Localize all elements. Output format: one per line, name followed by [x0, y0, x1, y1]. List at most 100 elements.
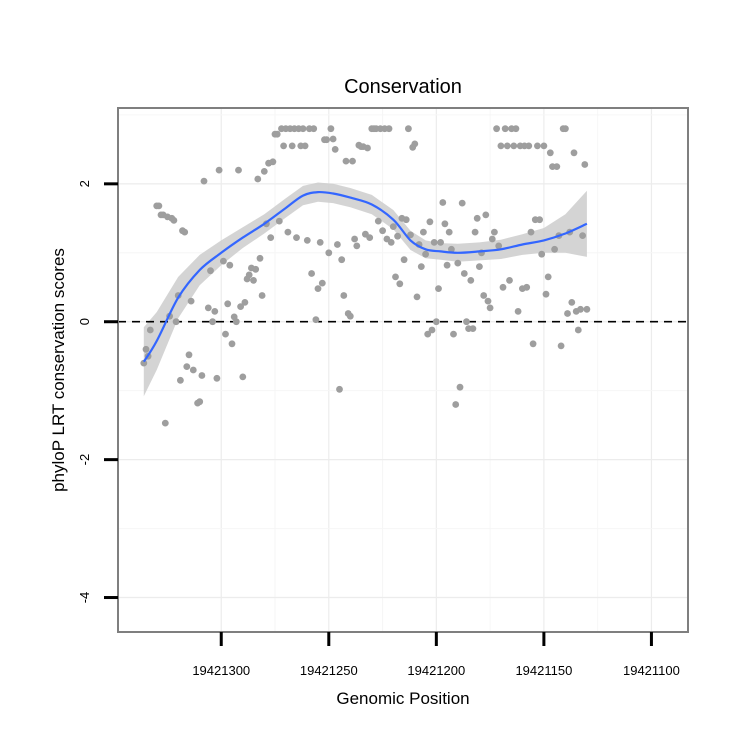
- data-point: [439, 199, 447, 206]
- data-point: [568, 299, 576, 306]
- data-point: [329, 135, 337, 143]
- data-point: [428, 326, 436, 334]
- data-point: [269, 158, 277, 166]
- data-point: [583, 305, 591, 313]
- data-point: [579, 232, 586, 240]
- data-point: [224, 300, 232, 308]
- data-point: [456, 383, 464, 391]
- data-point: [448, 245, 455, 253]
- data-point: [484, 297, 492, 305]
- data-point: [574, 326, 582, 334]
- data-point: [349, 157, 356, 165]
- data-point: [491, 228, 498, 236]
- data-point: [512, 125, 520, 133]
- smooth-line: [142, 190, 588, 363]
- data-point: [473, 214, 481, 222]
- data-point: [437, 239, 444, 246]
- data-point: [407, 231, 414, 239]
- data-point: [364, 144, 371, 152]
- data-point: [228, 340, 236, 348]
- data-point: [488, 235, 496, 243]
- data-point: [570, 149, 578, 157]
- data-point: [510, 142, 518, 150]
- y-axis: 2 0 -2 -4: [77, 180, 118, 603]
- x-tick-label: 19421250: [300, 663, 358, 678]
- data-point: [252, 265, 260, 273]
- data-point: [493, 125, 500, 133]
- data-point: [235, 166, 242, 174]
- data-point: [316, 239, 324, 246]
- data-point: [325, 249, 333, 257]
- data-point: [288, 142, 296, 150]
- data-point: [460, 270, 468, 277]
- y-tick-label: -2: [77, 454, 92, 466]
- data-point: [239, 373, 247, 381]
- data-point: [450, 330, 457, 338]
- data-point: [220, 257, 227, 265]
- data-point: [400, 256, 408, 264]
- x-tick-label: 19421200: [407, 663, 465, 678]
- data-point: [198, 372, 206, 379]
- data-point: [469, 325, 477, 332]
- data-point: [254, 175, 262, 183]
- data-point: [245, 271, 253, 279]
- data-point: [389, 223, 397, 231]
- data-point: [467, 277, 475, 284]
- data-point: [514, 308, 522, 315]
- data-point: [417, 263, 425, 270]
- data-point: [142, 345, 150, 353]
- data-point: [301, 142, 309, 150]
- data-point: [540, 142, 548, 150]
- data-point: [273, 130, 281, 138]
- data-point: [577, 305, 584, 313]
- data-point: [215, 166, 223, 174]
- data-point: [185, 351, 193, 359]
- data-point: [204, 304, 212, 312]
- data-points: [140, 125, 591, 427]
- data-point: [213, 374, 221, 382]
- data-point: [454, 259, 462, 267]
- data-point: [334, 241, 341, 248]
- data-point: [312, 316, 320, 324]
- data-point: [181, 228, 189, 236]
- data-point: [211, 308, 219, 315]
- y-tick-label: 0: [77, 318, 92, 325]
- data-point: [351, 235, 358, 243]
- data-point: [256, 254, 264, 262]
- data-point: [267, 234, 275, 242]
- x-axis: 19421300 19421250 19421200 19421150 19421100: [192, 632, 680, 678]
- data-point: [323, 136, 330, 144]
- data-point: [432, 318, 440, 326]
- data-point: [284, 228, 292, 236]
- data-point: [177, 376, 184, 384]
- data-point: [260, 168, 268, 175]
- data-point: [411, 140, 419, 148]
- data-point: [222, 330, 229, 338]
- data-point: [308, 270, 315, 277]
- data-point: [538, 250, 546, 258]
- data-point: [435, 285, 442, 292]
- data-point: [503, 142, 511, 150]
- confidence-band: [143, 182, 587, 397]
- grid: [118, 108, 688, 632]
- data-point: [562, 125, 569, 133]
- data-point: [318, 279, 326, 287]
- data-point: [523, 283, 531, 291]
- data-point: [387, 239, 395, 246]
- x-tick-label: 19421100: [623, 663, 680, 678]
- data-point: [209, 318, 217, 326]
- x-tick-label: 19421300: [192, 663, 250, 678]
- data-point: [424, 330, 432, 338]
- data-point: [299, 125, 307, 133]
- data-point: [506, 277, 513, 284]
- data-point: [544, 273, 552, 281]
- data-point: [172, 318, 180, 326]
- data-point: [394, 232, 401, 240]
- data-point: [534, 142, 541, 150]
- data-point: [342, 157, 350, 165]
- data-point: [346, 312, 354, 320]
- data-point: [155, 202, 163, 210]
- data-point: [501, 125, 509, 133]
- data-point: [499, 283, 507, 291]
